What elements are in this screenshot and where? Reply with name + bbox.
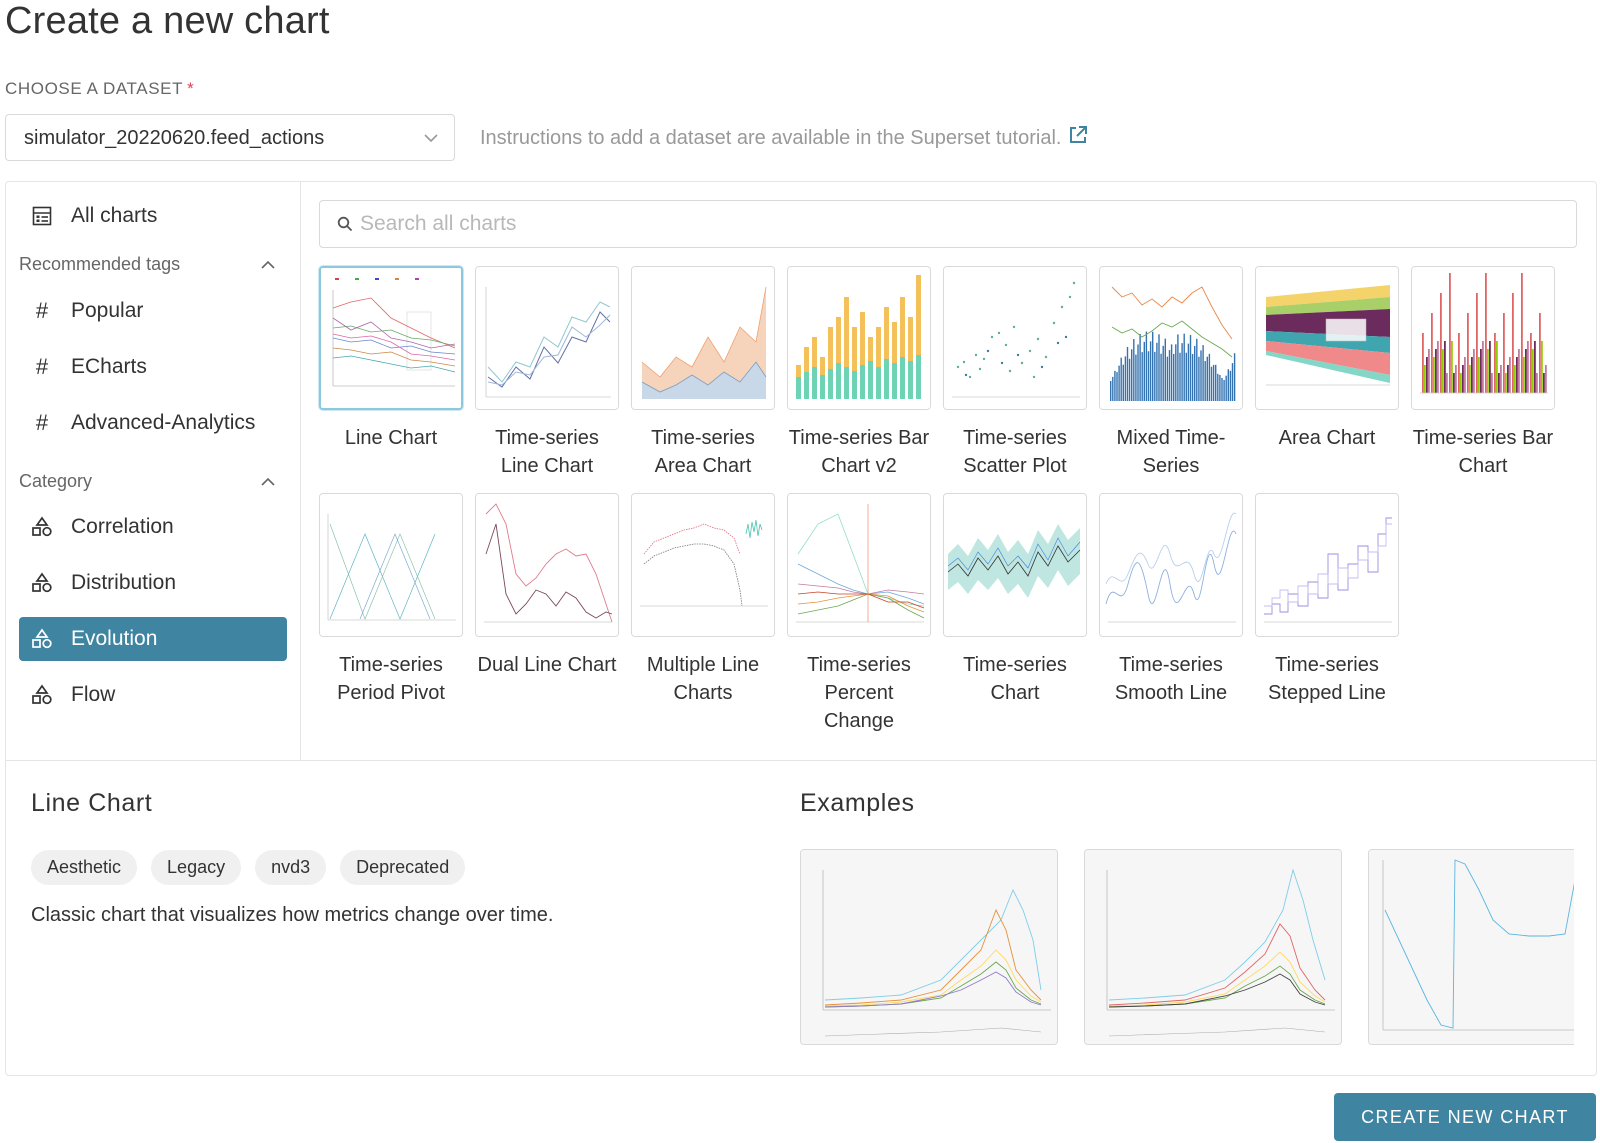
chart-card-time-series-scatter-plot[interactable]: Time-series Scatter Plot — [943, 266, 1087, 480]
chart-card-label: Time-series Scatter Plot — [963, 427, 1067, 477]
sidebar: All charts Recommended tags # Popular # … — [6, 182, 301, 760]
chart-search-input[interactable] — [360, 209, 1560, 239]
hash-icon: # — [35, 298, 49, 323]
chevron-down-icon — [424, 134, 438, 143]
chart-card-dual-line-chart[interactable]: Dual Line Chart — [475, 493, 619, 679]
tag-badge: Deprecated — [340, 850, 466, 885]
chart-card-time-series-area-chart[interactable]: Time-series Area Chart — [631, 266, 775, 480]
chart-thumbnail — [1099, 493, 1243, 637]
chart-card-multiple-line-charts[interactable]: Multiple Line Charts — [631, 493, 775, 707]
dataset-instructions[interactable]: Instructions to add a dataset are availa… — [480, 124, 1089, 150]
chart-thumbnail — [943, 493, 1087, 637]
chart-card-label: Line Chart — [344, 427, 438, 449]
chart-thumbnail — [475, 493, 619, 637]
selected-chart-description: Classic chart that visualizes how metric… — [31, 904, 554, 926]
sidebar-item-distribution[interactable]: Distribution — [19, 561, 287, 605]
shapes-icon — [29, 571, 55, 595]
example-image[interactable] — [800, 849, 1058, 1045]
shapes-icon — [29, 683, 55, 707]
category-header[interactable]: Category — [19, 471, 277, 492]
chevron-up-icon — [261, 477, 275, 486]
chart-card-label: Time-series Smooth Line — [1114, 654, 1228, 704]
chart-card-time-series-stepped-line[interactable]: Time-series Stepped Line — [1255, 493, 1399, 707]
chart-thumbnail — [319, 493, 463, 637]
chart-card-area-chart[interactable]: Area Chart — [1255, 266, 1399, 452]
chart-card-label: Mixed Time-Series — [1116, 427, 1226, 477]
sidebar-item-advanced-analytics[interactable]: # Advanced-Analytics — [19, 401, 287, 445]
example-image[interactable] — [1084, 849, 1342, 1045]
sidebar-item-correlation[interactable]: Correlation — [19, 505, 287, 549]
chart-card-line-chart[interactable]: Line Chart — [319, 266, 463, 452]
sidebar-item-popular[interactable]: # Popular — [19, 289, 287, 333]
chart-gallery-panel: All charts Recommended tags # Popular # … — [5, 181, 1597, 1076]
chevron-up-icon — [261, 260, 275, 269]
external-link-icon[interactable] — [1067, 124, 1089, 146]
search-icon — [337, 216, 353, 232]
panel-divider — [6, 760, 1596, 761]
dataset-select[interactable]: simulator_20220620.feed_actions — [5, 114, 455, 161]
tag-badge: Aesthetic — [31, 850, 138, 885]
dataset-select-value: simulator_20220620.feed_actions — [24, 127, 325, 149]
chart-card-label: Time-series Chart — [963, 654, 1067, 704]
chart-thumbnail — [475, 266, 619, 410]
chart-card-label: Time-series Period Pivot — [337, 654, 445, 704]
chart-card-label: Time-series Stepped Line — [1268, 654, 1386, 704]
chart-thumbnail — [631, 493, 775, 637]
chart-card-label: Area Chart — [1278, 427, 1376, 449]
chart-thumbnail — [631, 266, 775, 410]
chart-thumbnail — [787, 266, 931, 410]
chart-card-time-series-period-pivot[interactable]: Time-series Period Pivot — [319, 493, 463, 707]
sidebar-item-flow[interactable]: Flow — [19, 673, 287, 717]
chart-card-label: Dual Line Chart — [477, 654, 617, 676]
chart-thumbnail — [787, 493, 931, 637]
hash-icon: # — [35, 354, 49, 379]
chart-card-mixed-time-series[interactable]: Mixed Time-Series — [1099, 266, 1243, 480]
chart-thumbnail — [943, 266, 1087, 410]
chart-thumbnail — [319, 266, 463, 410]
chart-card-time-series-bar-chart[interactable]: Time-series Bar Chart — [1411, 266, 1555, 480]
chart-card-time-series-percent-change[interactable]: Time-series Percent Change — [787, 493, 931, 735]
page-title: Create a new chart — [5, 0, 330, 42]
table-icon — [29, 204, 55, 228]
selected-chart-title: Line Chart — [31, 789, 153, 817]
sidebar-item-echarts[interactable]: # ECharts — [19, 345, 287, 389]
hash-icon: # — [35, 410, 49, 435]
chart-thumbnail — [1255, 266, 1399, 410]
chart-card-time-series-chart[interactable]: Time-series Chart — [943, 493, 1087, 707]
chart-card-time-series-bar-chart-v2[interactable]: Time-series Bar Chart v2 — [787, 266, 931, 480]
chart-card-label: Multiple Line Charts — [646, 654, 760, 704]
create-new-chart-button[interactable]: CREATE NEW CHART — [1334, 1093, 1596, 1141]
chart-thumbnail — [1411, 266, 1555, 410]
chart-card-label: Time-series Area Chart — [651, 427, 755, 477]
tag-badge: Legacy — [151, 850, 242, 885]
example-image[interactable] — [1368, 849, 1574, 1045]
examples-title: Examples — [800, 789, 915, 817]
chart-card-label: Time-series Bar Chart v2 — [788, 427, 930, 477]
examples-gallery — [800, 849, 1574, 1045]
chart-card-label: Time-series Line Chart — [495, 427, 599, 477]
dataset-label: CHOOSE A DATASET * — [5, 79, 195, 98]
chart-card-label: Time-series Percent Change — [807, 654, 911, 732]
chart-thumbnail — [1099, 266, 1243, 410]
required-mark: * — [187, 79, 195, 98]
chart-thumbnail — [1255, 493, 1399, 637]
chart-card-label: Time-series Bar Chart — [1412, 427, 1554, 477]
sidebar-item-evolution[interactable]: Evolution — [19, 617, 287, 661]
shapes-icon — [29, 515, 55, 539]
recommended-tags-header[interactable]: Recommended tags — [19, 254, 277, 275]
chart-card-time-series-line-chart[interactable]: Time-series Line Chart — [475, 266, 619, 480]
sidebar-item-all-charts[interactable]: All charts — [19, 194, 287, 238]
chart-search[interactable] — [319, 200, 1577, 248]
tag-badge: nvd3 — [255, 850, 327, 885]
chart-card-time-series-smooth-line[interactable]: Time-series Smooth Line — [1099, 493, 1243, 707]
shapes-icon — [29, 627, 55, 651]
selected-chart-tags: Aesthetic Legacy nvd3 Deprecated — [31, 850, 466, 885]
